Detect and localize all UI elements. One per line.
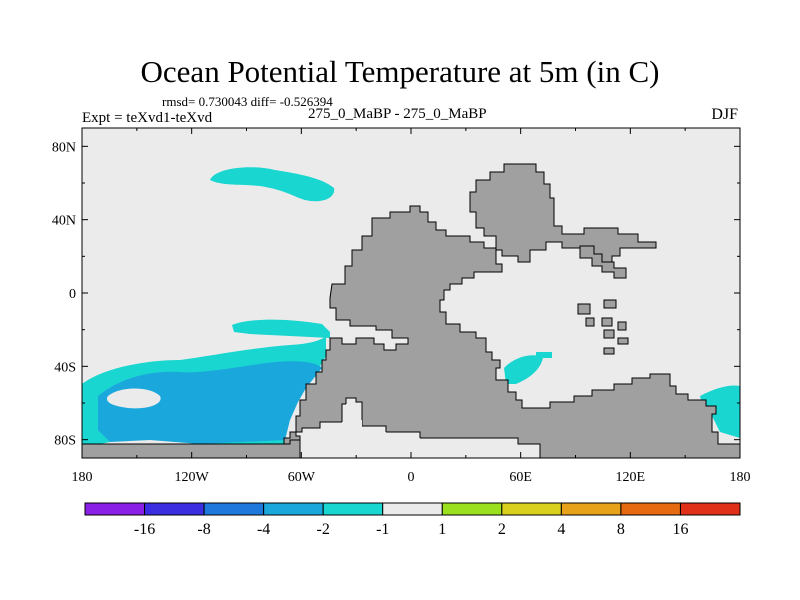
colorbar-label: 16 [672,521,688,538]
anomaly-small-patch [536,352,552,358]
land-island-7 [603,347,615,355]
land-island-6 [617,337,629,345]
land-main-continent [81,205,741,459]
land-northern-arm [469,163,657,263]
colorbar-swatch [441,502,503,516]
colorbar-swatch [620,502,681,516]
colorbar-label: -2 [317,521,330,538]
colorbar-swatch [203,502,265,516]
colorbar-swatch [322,502,384,516]
anomaly-south-pacific-top [232,319,330,338]
experiment-label: Expt = teXvd1-teXvd [82,110,213,126]
anomaly-southeast-pacific [700,385,740,438]
season-label: DJF [711,106,738,123]
anomaly-south-pacific-core [98,361,322,444]
colorbar-label: 8 [617,521,625,538]
colorbar-swatch [84,502,146,516]
colorbar-swatch [263,502,324,516]
colorbar-swatch [144,502,205,516]
colorbar-label: 1 [438,521,446,538]
x-tick-label: 180 [730,470,751,485]
y-tick-label: 80N [52,140,76,155]
anomaly-white-island [106,388,161,409]
y-tick-label: 40N [52,214,76,229]
y-tick-label: 80S [54,434,76,449]
y-tick-label: 0 [69,287,76,302]
colorbar-swatch [560,502,622,516]
colorbar-label: -16 [134,521,155,538]
x-tick-label: 120E [616,470,646,485]
runs-label: 275_0_MaBP - 275_0_MaBP [308,106,487,122]
x-tick-label: 60E [509,470,532,485]
anomaly-north-pacific [210,167,335,202]
colorbar-label: -8 [197,521,210,538]
land-island-8 [617,321,627,331]
land-layer [81,163,741,459]
y-tick-label: 40S [54,360,76,375]
colorbar-label: 2 [498,521,506,538]
colorbar-label: -4 [257,521,270,538]
colorbar-swatch [679,502,741,516]
anomaly-south-indian [504,355,543,384]
colorbar: -16 -8 -4 -2 -1 1 2 4 8 16 [84,502,741,538]
x-tick-label: 60W [288,470,316,485]
land-island-2 [603,299,617,309]
land-island-4 [601,317,613,327]
x-tick-label: 120W [175,470,210,485]
axes: 180 120W 60W 0 60E 120E 180 80N 40N 0 40S 80S [52,128,751,485]
colorbar-label: 4 [557,521,565,538]
colorbar-swatch [501,502,562,516]
stats-text: rmsd= 0.730043 diff= -0.526394 [162,94,333,109]
ocean-inlet [326,404,420,444]
land-island-1 [577,303,591,315]
chart-title: Ocean Potential Temperature at 5m (in C) [140,54,660,89]
x-tick-label: 0 [408,470,415,485]
land-island-3 [585,317,595,327]
colorbar-label: -1 [376,521,389,538]
x-tick-label: 180 [72,470,93,485]
colorbar-swatch [382,502,443,516]
anomaly-layer [82,167,740,444]
land-island-5 [603,329,615,339]
land-east-peninsula [579,245,627,279]
